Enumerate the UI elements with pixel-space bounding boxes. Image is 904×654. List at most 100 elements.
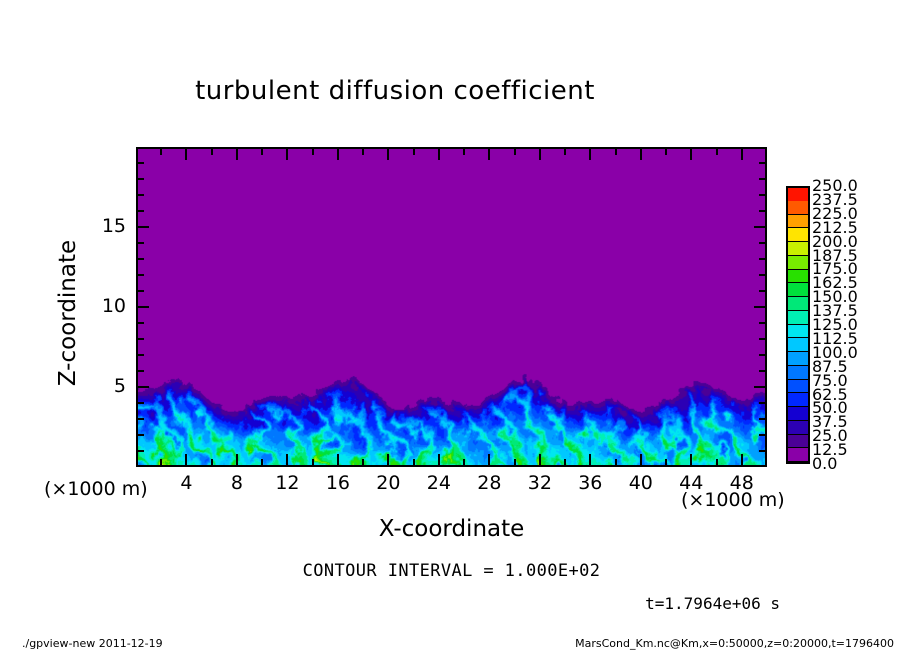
x-tick bbox=[513, 459, 516, 467]
y-tick-label: 5 bbox=[113, 375, 126, 397]
y-tick bbox=[136, 178, 144, 180]
y-tick-label: 15 bbox=[101, 215, 126, 237]
y-tick-right bbox=[759, 242, 767, 244]
colorbar-band bbox=[788, 214, 808, 229]
x-tick-top bbox=[538, 147, 541, 160]
x-axis-title: X-coordinate bbox=[378, 516, 525, 542]
colorbar-tick-label: 25.0 bbox=[812, 426, 848, 446]
x-tick-top bbox=[463, 147, 466, 155]
y-tick-right bbox=[759, 290, 767, 292]
x-tick bbox=[437, 454, 440, 467]
x-tick-top bbox=[185, 147, 188, 160]
x-tick bbox=[235, 454, 238, 467]
y-tick-right bbox=[759, 354, 767, 356]
x-tick-top bbox=[564, 147, 567, 155]
y-tick bbox=[136, 162, 144, 164]
colorbar-tick-label: 250.0 bbox=[812, 176, 858, 195]
colorbar-band bbox=[788, 188, 808, 201]
x-tick bbox=[463, 459, 466, 467]
colorbar-band bbox=[788, 200, 808, 215]
x-tick-label: 32 bbox=[527, 472, 552, 494]
x-tick bbox=[589, 454, 592, 467]
x-tick-top bbox=[160, 147, 163, 155]
x-tick bbox=[286, 454, 289, 467]
colorbar-band bbox=[788, 407, 808, 421]
x-tick bbox=[639, 454, 642, 467]
colorbar-band bbox=[788, 448, 808, 462]
x-tick-top bbox=[261, 147, 264, 155]
colorbar-band bbox=[788, 283, 808, 297]
colorbar-tick-label: 175.0 bbox=[812, 259, 858, 279]
y-tick bbox=[136, 306, 149, 308]
x-tick bbox=[160, 459, 163, 467]
colorbar-band bbox=[788, 365, 808, 380]
colorbar-band bbox=[788, 255, 808, 270]
y-tick-right bbox=[759, 322, 767, 324]
y-tick bbox=[136, 258, 144, 260]
x-tick-top bbox=[665, 147, 668, 155]
colorbar-band bbox=[788, 352, 808, 366]
y-tick-right bbox=[759, 338, 767, 340]
y-tick-right bbox=[754, 226, 767, 228]
x-tick-label: 40 bbox=[628, 472, 653, 494]
x-tick-top bbox=[690, 147, 693, 160]
colorbar-band bbox=[788, 324, 808, 339]
y-tick-right bbox=[759, 450, 767, 452]
colorbar-band bbox=[788, 297, 808, 311]
colorbar-tick-label: 162.5 bbox=[812, 273, 858, 293]
y-tick bbox=[136, 322, 144, 324]
x-tick bbox=[210, 459, 213, 467]
y-tick bbox=[136, 290, 144, 292]
y-tick-right bbox=[759, 402, 767, 404]
x-tick-top bbox=[210, 147, 213, 155]
x-tick bbox=[614, 459, 617, 467]
y-tick-right bbox=[754, 386, 767, 388]
y-axis-unit-label: (×1000 m) bbox=[44, 478, 148, 500]
y-tick-right bbox=[759, 162, 767, 164]
x-tick-top bbox=[336, 147, 339, 160]
colorbar-band bbox=[788, 434, 808, 449]
colorbar-band bbox=[788, 379, 808, 394]
x-axis-unit-label: (×1000 m) bbox=[681, 489, 785, 511]
colorbar-band bbox=[788, 338, 808, 352]
x-tick-top bbox=[740, 147, 743, 160]
colorbar-tick-label: 225.0 bbox=[812, 203, 858, 223]
colorbar-tick-label: 125.0 bbox=[812, 315, 858, 334]
colorbar-tick-label: 187.5 bbox=[812, 245, 858, 265]
colorbar-band bbox=[788, 393, 808, 407]
x-tick-top bbox=[387, 147, 390, 160]
y-tick bbox=[136, 194, 144, 196]
colorbar-tick-label: 37.5 bbox=[812, 412, 848, 432]
y-tick bbox=[136, 402, 144, 404]
colorbar-tick-label: 0.0 bbox=[812, 454, 838, 473]
colorbar-tick-labels: 250.0 237.5 225.0 212.5 200.0 187.5 175.0 162.5… bbox=[812, 176, 894, 473]
x-tick-top bbox=[437, 147, 440, 160]
plot-area bbox=[136, 147, 767, 467]
colorbar-band bbox=[788, 269, 808, 284]
colorbar-tick-label: 75.0 bbox=[812, 370, 848, 390]
y-tick-label: 10 bbox=[101, 295, 126, 317]
colorbar-tick-label: 100.0 bbox=[812, 342, 858, 362]
colorbar-tick-label: 200.0 bbox=[812, 231, 858, 251]
x-tick bbox=[185, 454, 188, 467]
x-tick-label: 28 bbox=[477, 472, 502, 494]
y-tick bbox=[136, 434, 144, 436]
heatmap-field bbox=[138, 149, 765, 465]
x-tick bbox=[362, 459, 365, 467]
y-tick bbox=[136, 354, 144, 356]
x-tick-label: 24 bbox=[426, 472, 451, 494]
x-tick-top bbox=[412, 147, 415, 155]
y-tick-right bbox=[759, 194, 767, 196]
y-tick bbox=[136, 210, 144, 212]
time-annotation: t=1.7964e+06 s bbox=[645, 594, 780, 613]
y-tick-right bbox=[759, 210, 767, 212]
colorbar-band bbox=[788, 228, 808, 242]
x-tick-top bbox=[488, 147, 491, 160]
colorbar-tick-label: 112.5 bbox=[812, 328, 858, 348]
y-tick-right bbox=[759, 258, 767, 260]
y-tick-right bbox=[754, 306, 767, 308]
x-tick bbox=[564, 459, 567, 467]
x-tick-label: 48 bbox=[729, 472, 754, 494]
x-tick-top bbox=[513, 147, 516, 155]
x-tick bbox=[412, 459, 415, 467]
